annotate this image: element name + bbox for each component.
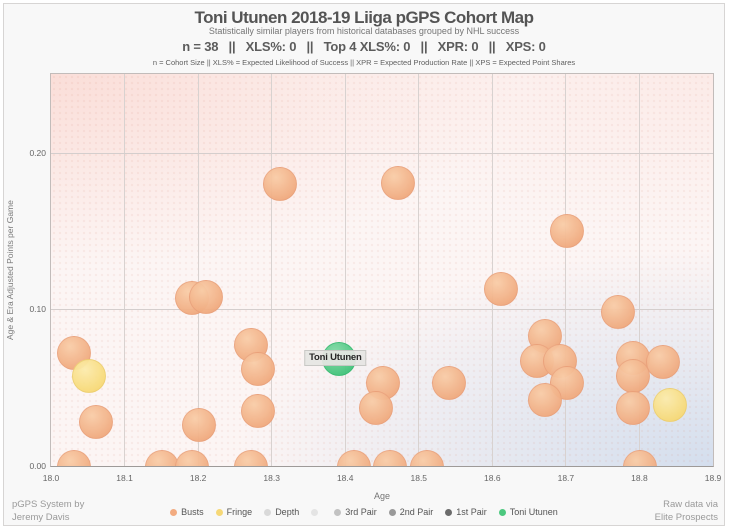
y-tick-label: 0.10 bbox=[29, 304, 46, 315]
busts-point[interactable] bbox=[601, 295, 636, 330]
busts-point[interactable] bbox=[189, 279, 224, 314]
legend-item-blank[interactable] bbox=[311, 508, 322, 516]
fringe-point[interactable] bbox=[71, 359, 106, 394]
page-title: Toni Utunen 2018-19 Liiga pGPS Cohort Ma… bbox=[194, 8, 534, 27]
x-gridline bbox=[492, 74, 493, 466]
plot-area: Toni Utunen bbox=[50, 73, 714, 467]
legend-item-busts[interactable]: Busts bbox=[170, 507, 204, 517]
legend-dot-fringe bbox=[215, 508, 223, 516]
x-tick-label: 18.7 bbox=[557, 473, 575, 483]
busts-point[interactable] bbox=[616, 390, 651, 425]
legend-dot-busts bbox=[170, 508, 178, 516]
legend-dot-toni-utunen bbox=[498, 508, 506, 516]
busts-point[interactable] bbox=[240, 351, 275, 386]
credit-source-line2: Elite Prospects bbox=[654, 512, 718, 523]
x-gridline bbox=[198, 74, 199, 466]
busts-point[interactable] bbox=[645, 345, 680, 380]
legend-item-fringe[interactable]: Fringe bbox=[215, 507, 253, 517]
legend-item-toni-utunen[interactable]: Toni Utunen bbox=[498, 507, 558, 517]
chart-subtitle: Statistically similar players from histo… bbox=[208, 26, 520, 36]
legend-dot-blank bbox=[311, 508, 319, 516]
x-gridline bbox=[345, 74, 346, 466]
x-tick-label: 18.6 bbox=[484, 473, 501, 483]
x-gridline bbox=[271, 74, 272, 466]
legend-label-toni-utunen: Toni Utunen bbox=[509, 507, 558, 517]
y-tick-label: 0.20 bbox=[29, 148, 46, 159]
legend-dot-2nd-pair bbox=[388, 508, 396, 516]
busts-point[interactable] bbox=[483, 271, 518, 306]
busts-point[interactable] bbox=[240, 393, 275, 428]
busts-point[interactable] bbox=[616, 359, 651, 394]
x-axis-title: Age bbox=[373, 491, 390, 501]
legend-label-3rd-pair: 3rd Pair bbox=[345, 507, 377, 517]
credit-pgps-line1: pGPS System by bbox=[12, 499, 85, 510]
legend-item-2nd-pair[interactable]: 2nd Pair bbox=[388, 507, 434, 517]
legend-item-1st-pair[interactable]: 1st Pair bbox=[445, 507, 487, 517]
busts-point[interactable] bbox=[380, 165, 415, 200]
x-gridline bbox=[565, 74, 566, 466]
legend-label-depth: Depth bbox=[275, 507, 300, 517]
stats-glossary-note: n = Cohort Size || XLS% = Expected Likel… bbox=[152, 58, 576, 67]
x-tick-label: 18.2 bbox=[189, 473, 207, 483]
fringe-point[interactable] bbox=[652, 387, 687, 422]
x-gridline bbox=[418, 74, 419, 466]
busts-point[interactable] bbox=[182, 407, 217, 442]
x-tick-label: 18.9 bbox=[704, 473, 722, 483]
busts-point[interactable] bbox=[358, 390, 393, 425]
legend-label-1st-pair: 1st Pair bbox=[456, 507, 487, 517]
toni-utunen-point-label: Toni Utunen bbox=[304, 350, 367, 367]
x-tick-label: 18.8 bbox=[631, 473, 648, 483]
busts-point[interactable] bbox=[263, 167, 298, 202]
legend-item-3rd-pair[interactable]: 3rd Pair bbox=[334, 507, 377, 517]
cohort-stats-line: n = 38 || XLS%: 0 || Top 4 XLS%: 0 || XP… bbox=[182, 39, 546, 54]
x-tick-label: 18.4 bbox=[336, 473, 354, 483]
credit-pgps-system: pGPS System by Jeremy Davis bbox=[12, 498, 84, 524]
busts-point[interactable] bbox=[432, 365, 467, 400]
legend-dot-3rd-pair bbox=[334, 508, 342, 516]
x-gridline bbox=[639, 74, 640, 466]
credit-data-source: Raw data via Elite Prospects bbox=[655, 498, 718, 524]
x-tick-label: 18.3 bbox=[263, 473, 280, 483]
legend-dot-1st-pair bbox=[445, 508, 453, 516]
legend-label-busts: Busts bbox=[181, 507, 204, 517]
x-tick-label: 18.0 bbox=[42, 473, 60, 483]
x-gridline bbox=[124, 74, 125, 466]
busts-point[interactable] bbox=[79, 404, 114, 439]
x-tick-label: 18.5 bbox=[410, 473, 428, 483]
legend-label-fringe: Fringe bbox=[226, 507, 253, 517]
y-gridline bbox=[51, 153, 713, 154]
y-axis-title: Age & Era Adjusted Points per Game bbox=[5, 200, 15, 340]
legend-label-2nd-pair: 2nd Pair bbox=[399, 507, 434, 517]
x-tick-label: 18.1 bbox=[116, 473, 133, 483]
legend-item-depth[interactable]: Depth bbox=[264, 507, 299, 517]
busts-point[interactable] bbox=[527, 382, 562, 417]
legend: Busts Fringe Depth 3rd Pair 2nd Pair 1st Pair… bbox=[4, 507, 724, 517]
y-tick-label: 0.00 bbox=[29, 460, 46, 471]
legend-dot-depth bbox=[264, 508, 272, 516]
credit-source-line1: Raw data via bbox=[663, 499, 718, 510]
busts-point[interactable] bbox=[549, 214, 584, 249]
busts-point[interactable] bbox=[549, 365, 584, 400]
credit-pgps-line2: Jeremy Davis bbox=[12, 512, 70, 523]
cohort-map-canvas: Toni Utunen 2018-19 Liiga pGPS Cohort Ma… bbox=[3, 3, 725, 526]
y-gridline bbox=[51, 309, 713, 310]
